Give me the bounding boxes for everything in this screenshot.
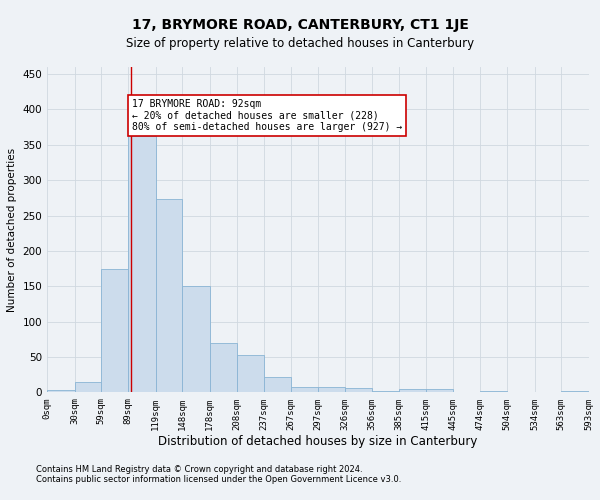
Bar (561, 391, 589, 392)
Text: Size of property relative to detached houses in Canterbury: Size of property relative to detached ho… (126, 38, 474, 51)
Bar (426, 389, 454, 392)
Y-axis label: Number of detached properties: Number of detached properties (7, 148, 17, 312)
Bar (128, 136, 156, 392)
X-axis label: Distribution of detached houses by size in Canterbury: Distribution of detached houses by size … (158, 435, 478, 448)
Text: Contains public sector information licensed under the Open Government Licence v3: Contains public sector information licen… (36, 476, 401, 484)
Bar (182, 286, 209, 393)
Bar (74, 382, 101, 392)
Bar (398, 389, 426, 392)
Bar (318, 388, 345, 392)
Bar (345, 388, 372, 392)
Bar (263, 377, 291, 392)
Bar (47, 390, 74, 392)
Text: 17, BRYMORE ROAD, CANTERBURY, CT1 1JE: 17, BRYMORE ROAD, CANTERBURY, CT1 1JE (131, 18, 469, 32)
Bar (372, 391, 398, 392)
Text: 17 BRYMORE ROAD: 92sqm
← 20% of detached houses are smaller (228)
80% of semi-de: 17 BRYMORE ROAD: 92sqm ← 20% of detached… (132, 99, 402, 132)
Bar (209, 343, 237, 392)
Bar (480, 391, 507, 392)
Bar (237, 355, 263, 393)
Bar (156, 199, 182, 392)
Text: Contains HM Land Registry data © Crown copyright and database right 2024.: Contains HM Land Registry data © Crown c… (36, 466, 362, 474)
Bar (291, 386, 318, 392)
Bar (101, 268, 128, 392)
